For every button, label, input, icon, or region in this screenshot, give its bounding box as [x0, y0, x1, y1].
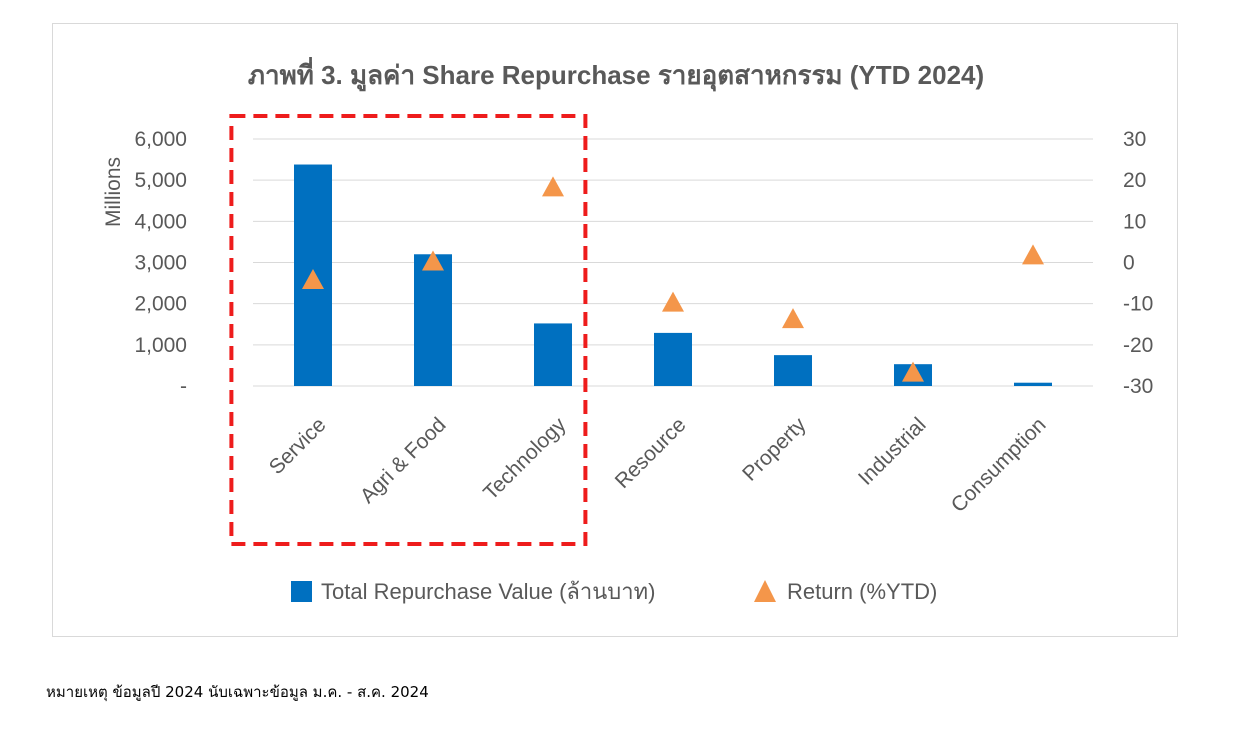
legend-marker-label: Return (%YTD): [787, 579, 937, 604]
legend-bar-swatch: [291, 581, 312, 602]
category-label: Industrial: [854, 413, 931, 490]
y-left-tick-label: 5,000: [134, 169, 187, 192]
return-marker-consumption: [1022, 244, 1044, 265]
legend-bar-label: Total Repurchase Value (ล้านบาท): [321, 579, 655, 604]
legend-marker-swatch: [754, 580, 776, 602]
highlight-box: [229, 114, 588, 546]
category-label: Agri & Food: [356, 413, 451, 508]
y-right-tick-label: -20: [1123, 334, 1153, 357]
y-left-tick-label: -: [180, 375, 187, 398]
y-right-tick-label: 0: [1123, 252, 1135, 275]
bar-property: [774, 355, 812, 386]
y-right-tick-label: 10: [1123, 210, 1146, 233]
y-right-tick-label: -10: [1123, 293, 1153, 316]
return-marker-technology: [542, 176, 564, 197]
y-left-tick-label: 2,000: [134, 293, 187, 316]
category-label: Resource: [611, 413, 691, 493]
y-left-tick-label: 6,000: [134, 128, 187, 151]
y-right-tick-label: -30: [1123, 375, 1153, 398]
bar-agri-food: [414, 254, 452, 386]
return-marker-industrial: [902, 361, 924, 382]
y-left-tick-label: 1,000: [134, 334, 187, 357]
bar-layer: [294, 164, 1052, 386]
category-label-layer: Service Agri & Food Technology Resource Prop…: [265, 413, 1051, 517]
return-marker-property: [782, 308, 804, 329]
return-marker-service: [302, 269, 324, 290]
y-right-tick-label: 20: [1123, 169, 1146, 192]
bar-technology: [534, 323, 572, 386]
bar-consumption: [1014, 382, 1052, 386]
chart-frame: ภาพที่ 3. มูลค่า Share Repurchase รายอุต…: [52, 23, 1178, 637]
y-left-tick-label: 3,000: [134, 252, 187, 275]
category-label: Service: [265, 413, 331, 479]
marker-layer: [302, 176, 1044, 382]
y-right-tick-label: 30: [1123, 128, 1146, 151]
tick-layer: - 1,000 2,000 3,000 4,000 5,000 6,000 -30 -20 -10…: [134, 128, 1153, 398]
return-marker-resource: [662, 291, 684, 312]
y-left-tick-label: 4,000: [134, 210, 187, 233]
bar-resource: [654, 332, 692, 386]
category-label: Property: [738, 413, 811, 486]
y-left-axis-label: Millions: [102, 157, 125, 227]
category-label: Technology: [479, 413, 571, 505]
chart-svg: ภาพที่ 3. มูลค่า Share Repurchase รายอุต…: [102, 56, 1153, 604]
chart-title: ภาพที่ 3. มูลค่า Share Repurchase รายอุต…: [248, 56, 984, 92]
footnote: หมายเหตุ ข้อมูลปี 2024 นับเฉพาะข้อมูล ม.…: [46, 683, 429, 701]
legend: Total Repurchase Value (ล้านบาท) Return …: [291, 579, 937, 604]
return-marker-agri-food: [422, 250, 444, 271]
category-label: Consumption: [947, 413, 1051, 517]
